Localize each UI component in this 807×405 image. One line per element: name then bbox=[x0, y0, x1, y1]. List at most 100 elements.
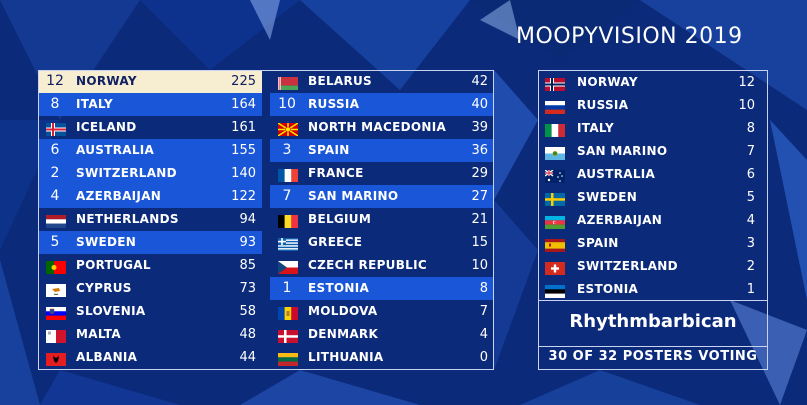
switzerland-flag-icon bbox=[545, 260, 565, 275]
voting-panel: NORWAY 12 RUSSIA 10 ITALY 8 SAN MARINO 7 AUSTRAL… bbox=[538, 70, 768, 370]
scoreboard-row: MOLDOVA 7 bbox=[270, 300, 494, 323]
scoreboard-row: 5 SWEDEN 93 bbox=[38, 231, 262, 254]
total-score: 10 bbox=[471, 258, 488, 273]
vote-points: 2 bbox=[746, 259, 755, 274]
albania-flag-icon bbox=[46, 351, 66, 366]
total-score: 140 bbox=[231, 166, 256, 181]
country-name: SWITZERLAND bbox=[76, 166, 177, 180]
scoreboard-row: 2 SWITZERLAND 140 bbox=[38, 162, 262, 185]
total-score: 161 bbox=[231, 120, 256, 135]
scoreboard-row: 3 SPAIN 36 bbox=[270, 139, 494, 162]
panel-divider bbox=[539, 346, 767, 347]
country-name: SAN MARINO bbox=[308, 189, 399, 203]
total-score: 155 bbox=[231, 143, 256, 158]
scoreboard-row: 6 AUSTRALIA 155 bbox=[38, 139, 262, 162]
country-name: AUSTRALIA bbox=[76, 143, 155, 157]
malta-flag-icon bbox=[46, 328, 66, 343]
total-score: 40 bbox=[471, 97, 488, 112]
total-score: 164 bbox=[231, 97, 256, 112]
points-awarded: 7 bbox=[282, 188, 292, 204]
country-name: MOLDOVA bbox=[308, 304, 378, 318]
scoreboard-row: 12 NORWAY 225 bbox=[38, 70, 262, 93]
total-score: 48 bbox=[239, 327, 256, 342]
total-score: 0 bbox=[479, 350, 488, 365]
vote-points: 6 bbox=[746, 167, 755, 182]
vote-points: 5 bbox=[746, 190, 755, 205]
russia-flag-icon bbox=[545, 99, 565, 114]
scoreboard-row: LITHUANIA 0 bbox=[270, 346, 494, 369]
scoreboard-row: NETHERLANDS 94 bbox=[38, 208, 262, 231]
country-name: AZERBAIJAN bbox=[76, 189, 162, 203]
scoreboard-row: CZECH REPUBLIC 10 bbox=[270, 254, 494, 277]
total-score: 8 bbox=[479, 281, 488, 296]
vote-entry: ITALY 8 bbox=[539, 117, 767, 140]
country-name: DENMARK bbox=[308, 327, 379, 341]
total-score: 73 bbox=[239, 281, 256, 296]
italy-flag-icon bbox=[545, 122, 565, 137]
vote-country-name: ESTONIA bbox=[577, 282, 639, 296]
san-marino-flag-icon bbox=[545, 145, 565, 160]
scoreboard-row: 7 SAN MARINO 27 bbox=[270, 185, 494, 208]
country-name: ESTONIA bbox=[308, 281, 370, 295]
total-score: 44 bbox=[239, 350, 256, 365]
points-awarded: 1 bbox=[282, 280, 292, 296]
vote-entry: SAN MARINO 7 bbox=[539, 140, 767, 163]
voting-status: 30 OF 32 POSTERS VOTING bbox=[548, 349, 758, 364]
page-title: MOOPYVISION 2019 bbox=[516, 24, 743, 49]
scoreboard-row: SLOVENIA 58 bbox=[38, 300, 262, 323]
total-score: 42 bbox=[471, 74, 488, 89]
scoreboard-row: 10 RUSSIA 40 bbox=[270, 93, 494, 116]
scoreboard-row: ICELAND 161 bbox=[38, 116, 262, 139]
total-score: 39 bbox=[471, 120, 488, 135]
points-awarded: 5 bbox=[50, 234, 60, 250]
vote-country-name: AUSTRALIA bbox=[577, 167, 656, 181]
total-score: 225 bbox=[231, 74, 256, 89]
moldova-flag-icon bbox=[278, 305, 298, 320]
country-name: BELGIUM bbox=[308, 212, 372, 226]
country-name: SLOVENIA bbox=[76, 304, 146, 318]
country-name: BELARUS bbox=[308, 74, 373, 88]
total-score: 93 bbox=[239, 235, 256, 250]
vote-country-name: NORWAY bbox=[577, 75, 638, 89]
country-name: SPAIN bbox=[308, 143, 350, 157]
azerbaijan-flag-icon bbox=[545, 214, 565, 229]
scoreboard-row: BELARUS 42 bbox=[270, 70, 494, 93]
vote-points: 8 bbox=[746, 121, 755, 136]
country-name: ICELAND bbox=[76, 120, 137, 134]
vote-country-name: AZERBAIJAN bbox=[577, 213, 663, 227]
points-awarded: 4 bbox=[50, 188, 60, 204]
vote-points: 4 bbox=[746, 213, 755, 228]
scoreboard-row: MALTA 48 bbox=[38, 323, 262, 346]
vote-entry: SPAIN 3 bbox=[539, 232, 767, 255]
vote-entry: RUSSIA 10 bbox=[539, 94, 767, 117]
portugal-flag-icon bbox=[46, 259, 66, 274]
iceland-flag-icon bbox=[46, 121, 66, 136]
vote-points: 1 bbox=[746, 282, 755, 297]
denmark-flag-icon bbox=[278, 328, 298, 343]
total-score: 21 bbox=[471, 212, 488, 227]
vote-country-name: RUSSIA bbox=[577, 98, 629, 112]
total-score: 7 bbox=[479, 304, 488, 319]
total-score: 85 bbox=[239, 258, 256, 273]
vote-entry: ESTONIA 1 bbox=[539, 278, 767, 301]
vote-entry: AUSTRALIA 6 bbox=[539, 163, 767, 186]
estonia-flag-icon bbox=[545, 283, 565, 298]
scoreboard-row: CYPRUS 73 bbox=[38, 277, 262, 300]
total-score: 36 bbox=[471, 143, 488, 158]
scoreboard-row: GREECE 15 bbox=[270, 231, 494, 254]
country-name: GREECE bbox=[308, 235, 363, 249]
scoreboard-row: DENMARK 4 bbox=[270, 323, 494, 346]
country-name: LITHUANIA bbox=[308, 350, 384, 364]
greece-flag-icon bbox=[278, 236, 298, 251]
slovenia-flag-icon bbox=[46, 305, 66, 320]
vote-country-name: SWEDEN bbox=[577, 190, 638, 204]
vote-country-name: SPAIN bbox=[577, 236, 619, 250]
scoreboard-row: 1 ESTONIA 8 bbox=[270, 277, 494, 300]
country-name: SWEDEN bbox=[76, 235, 137, 249]
panel-divider bbox=[539, 300, 767, 301]
points-awarded: 2 bbox=[50, 165, 60, 181]
france-flag-icon bbox=[278, 167, 298, 182]
czech-flag-icon bbox=[278, 259, 298, 274]
country-name: MALTA bbox=[76, 327, 121, 341]
vote-points: 10 bbox=[738, 98, 755, 113]
